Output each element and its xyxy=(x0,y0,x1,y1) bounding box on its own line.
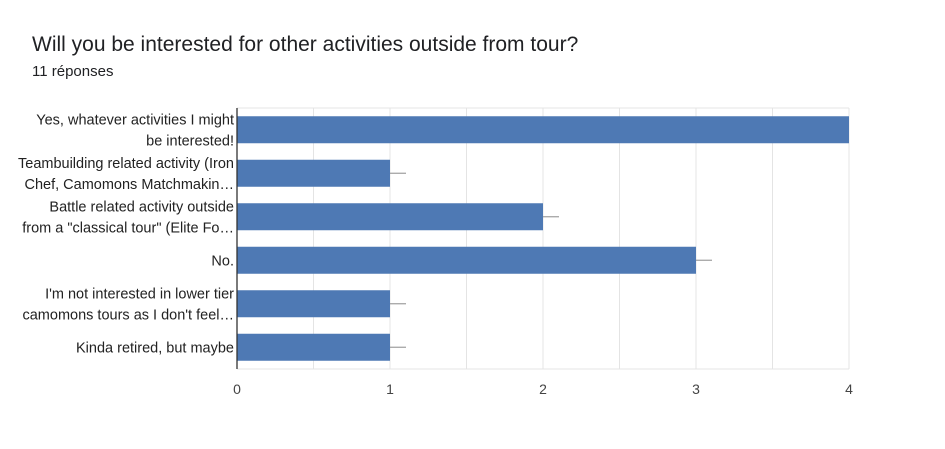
x-tick-label: 0 xyxy=(233,381,241,397)
bar xyxy=(237,116,849,144)
response-count: 11 réponses xyxy=(32,63,114,80)
bar xyxy=(237,246,696,274)
bar xyxy=(237,290,390,318)
category-labels: Yes, whatever activities I might be inter… xyxy=(18,112,234,356)
tick-labels: 0 1 2 3 4 xyxy=(233,381,853,397)
category-label: I'm not interested in lower tier camomons… xyxy=(22,286,234,323)
category-label: Yes, whatever activities I might be inter… xyxy=(36,112,234,149)
bar xyxy=(237,333,390,361)
grid-lines xyxy=(236,107,850,370)
bars xyxy=(237,116,849,361)
x-tick-label: 3 xyxy=(692,381,700,397)
x-tick-label: 1 xyxy=(386,381,394,397)
bar xyxy=(237,203,543,231)
category-label: Kinda retired, but maybe xyxy=(76,340,234,356)
chart-title: Will you be interested for other activit… xyxy=(32,33,579,56)
x-tick-label: 2 xyxy=(539,381,547,397)
category-label: Teambuilding related activity (Iron Chef,… xyxy=(18,156,234,193)
category-label: Battle related activity outside from a "c… xyxy=(22,199,234,236)
category-label: No. xyxy=(211,253,234,269)
bar xyxy=(237,159,390,187)
x-tick-label: 4 xyxy=(845,381,853,397)
